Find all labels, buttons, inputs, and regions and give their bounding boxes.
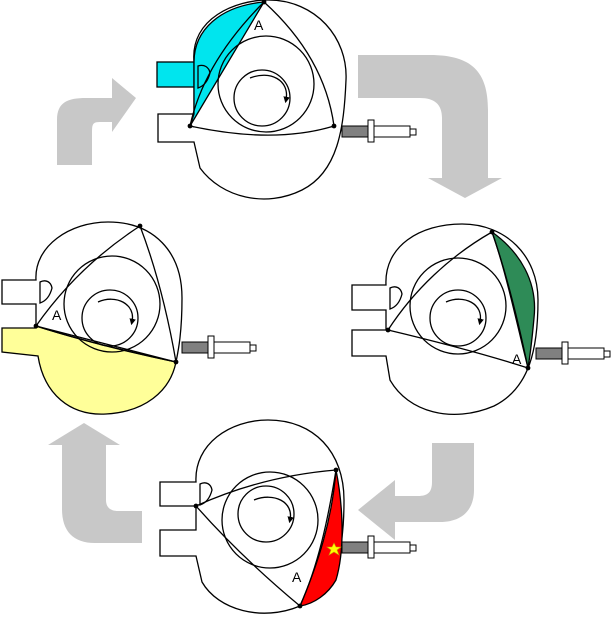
spark-plug <box>341 535 417 559</box>
chamber-label: A <box>52 307 62 323</box>
housing-outline <box>351 223 539 416</box>
apex-seal <box>261 0 267 5</box>
apex-seal <box>33 323 39 329</box>
apex-seal <box>187 123 193 129</box>
housing-outline <box>157 0 347 200</box>
apex-seal <box>137 223 143 229</box>
spark-plug <box>181 335 257 359</box>
rotation-arrow-icon <box>445 298 484 326</box>
engine-combustion-stage: A <box>159 419 417 614</box>
engine-compression-stage: A <box>351 223 611 416</box>
crankshaft <box>81 289 139 347</box>
spark-star-icon <box>326 542 342 556</box>
apex-seal <box>173 359 179 365</box>
combustion-chamber <box>298 469 343 607</box>
rotation-arrow-icon <box>249 74 290 104</box>
rotor <box>194 469 337 608</box>
apex-seal <box>525 365 531 371</box>
chamber-label: A <box>512 351 522 367</box>
rotor-gear <box>63 255 161 353</box>
apex-seal <box>193 503 199 509</box>
apex-seal <box>333 467 339 473</box>
spark-plug <box>341 119 417 143</box>
rotation-arrow-icon <box>253 496 294 524</box>
intake-port <box>156 61 196 88</box>
flow-arrow-top-right-icon <box>358 55 502 198</box>
rotor-gear <box>409 257 507 355</box>
rotation-arrow-icon <box>97 298 136 326</box>
crankshaft <box>237 485 295 543</box>
apex-seal <box>385 327 391 333</box>
chamber-label: A <box>292 569 302 585</box>
apex-seal <box>297 603 303 609</box>
engine-exhaust-stage: A <box>1 221 257 415</box>
apex-seal <box>331 123 337 129</box>
intake-port-inner <box>197 64 211 89</box>
crankshaft <box>429 289 487 347</box>
housing-outline <box>1 221 183 363</box>
rotor-gear <box>217 35 315 133</box>
intake-port-inner <box>199 482 213 506</box>
crankshaft <box>233 69 291 127</box>
apex-seal <box>489 229 495 235</box>
chamber-label: A <box>254 17 264 33</box>
engine-intake-stage: A <box>156 0 417 200</box>
flow-arrow-bottom-right-icon <box>358 443 474 540</box>
rotor-gear <box>221 471 319 569</box>
flow-arrow-top-left-icon <box>57 78 136 165</box>
rotor <box>189 1 335 136</box>
flow-arrow-bottom-left-icon <box>48 423 142 543</box>
intake-chamber <box>189 1 266 127</box>
intake-port-inner <box>389 286 403 310</box>
spark-plug <box>535 341 611 365</box>
intake-port-inner <box>39 280 53 304</box>
